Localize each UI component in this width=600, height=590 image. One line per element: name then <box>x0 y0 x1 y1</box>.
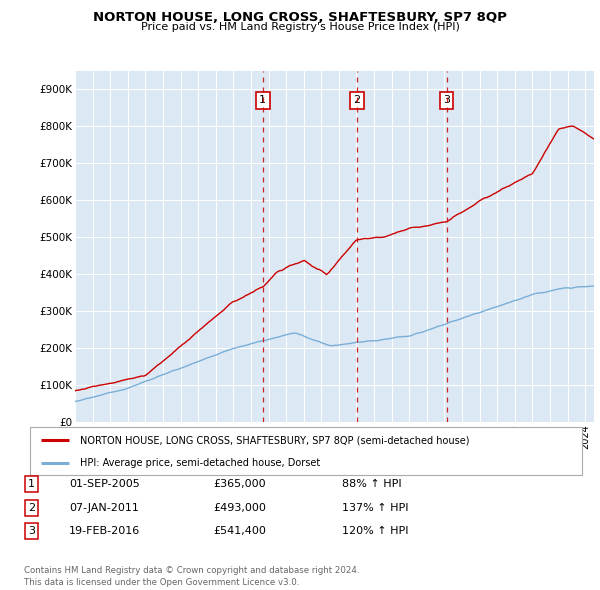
Text: 2: 2 <box>28 503 35 513</box>
Text: 88% ↑ HPI: 88% ↑ HPI <box>342 479 401 489</box>
Text: Contains HM Land Registry data © Crown copyright and database right 2024.
This d: Contains HM Land Registry data © Crown c… <box>24 566 359 587</box>
Text: NORTON HOUSE, LONG CROSS, SHAFTESBURY, SP7 8QP (semi-detached house): NORTON HOUSE, LONG CROSS, SHAFTESBURY, S… <box>80 435 469 445</box>
Text: £365,000: £365,000 <box>213 479 266 489</box>
Text: Price paid vs. HM Land Registry's House Price Index (HPI): Price paid vs. HM Land Registry's House … <box>140 22 460 32</box>
Text: 01-SEP-2005: 01-SEP-2005 <box>69 479 140 489</box>
Text: 3: 3 <box>443 96 450 106</box>
Text: £541,400: £541,400 <box>213 526 266 536</box>
Text: HPI: Average price, semi-detached house, Dorset: HPI: Average price, semi-detached house,… <box>80 458 320 468</box>
Text: £493,000: £493,000 <box>213 503 266 513</box>
Text: 2: 2 <box>353 96 361 106</box>
Text: 3: 3 <box>28 526 35 536</box>
Text: NORTON HOUSE, LONG CROSS, SHAFTESBURY, SP7 8QP: NORTON HOUSE, LONG CROSS, SHAFTESBURY, S… <box>93 11 507 24</box>
Text: 07-JAN-2011: 07-JAN-2011 <box>69 503 139 513</box>
Text: 1: 1 <box>259 96 266 106</box>
Text: 137% ↑ HPI: 137% ↑ HPI <box>342 503 409 513</box>
Text: 19-FEB-2016: 19-FEB-2016 <box>69 526 140 536</box>
Text: 1: 1 <box>28 479 35 489</box>
Text: 120% ↑ HPI: 120% ↑ HPI <box>342 526 409 536</box>
